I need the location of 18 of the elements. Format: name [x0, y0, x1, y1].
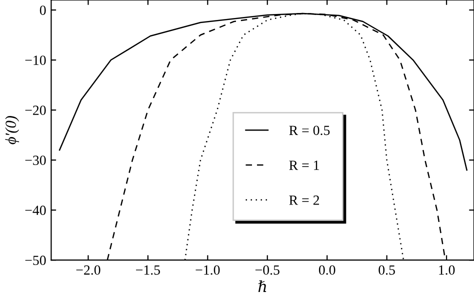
x-tick-label: −0.5: [255, 265, 280, 275]
legend-label: R = 1: [289, 160, 319, 170]
legend-label: R = 0.5: [289, 126, 330, 136]
y-tick-label: −40: [25, 206, 46, 216]
legend-label: R = 2: [289, 196, 320, 205]
y-axis-title: ϕ′(0): [5, 116, 20, 144]
x-tick-label: −1.0: [196, 265, 220, 275]
y-tick-label: −20: [25, 106, 46, 115]
y-tick-label: −50: [25, 256, 46, 266]
x-axis-title: ℏ: [258, 280, 266, 292]
x-tick-label: 1.0: [439, 265, 455, 275]
x-tick-label: −2.0: [76, 265, 100, 275]
y-tick-label: −10: [25, 56, 46, 65]
x-tick-label: 0.5: [378, 265, 395, 275]
y-tick-label: −30: [25, 156, 46, 166]
x-tick-label: −1.5: [136, 265, 160, 275]
x-tick-label: 0.0: [318, 265, 336, 275]
y-tick-label: 0: [40, 6, 46, 15]
